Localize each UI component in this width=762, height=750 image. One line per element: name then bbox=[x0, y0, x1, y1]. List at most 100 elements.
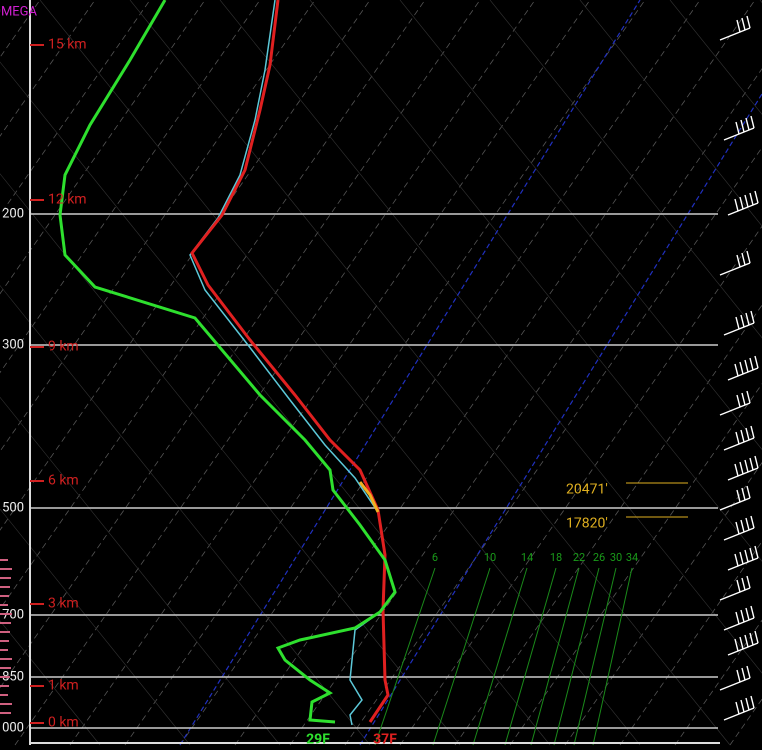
barb-flag bbox=[746, 15, 751, 29]
barb-flag bbox=[746, 665, 751, 679]
mixing-ratio-line bbox=[374, 567, 436, 746]
pressure-label: 300 bbox=[2, 337, 24, 352]
mixing-ratio-line bbox=[530, 567, 580, 746]
adiabat bbox=[129, 0, 731, 746]
barb-flag bbox=[750, 515, 755, 529]
barb-flag bbox=[746, 390, 751, 404]
barb-flag bbox=[745, 607, 750, 621]
wind-barb bbox=[719, 665, 751, 691]
barb-flag bbox=[750, 115, 755, 129]
isotherm bbox=[0, 0, 316, 452]
mixing-ratio-line bbox=[432, 567, 491, 746]
mixing-ratio-label: 18 bbox=[550, 551, 562, 564]
dewpoint-line bbox=[58, 0, 397, 724]
adiabat bbox=[309, 0, 762, 562]
wind-barb bbox=[719, 15, 751, 41]
barb-flag bbox=[746, 575, 751, 589]
barb-flag bbox=[736, 489, 741, 503]
barb-flag bbox=[744, 549, 749, 563]
height-label: 6 km bbox=[48, 473, 79, 489]
height-label: 3 km bbox=[48, 596, 79, 612]
wind-barb bbox=[723, 310, 755, 336]
wind-barb bbox=[719, 485, 751, 511]
wind-barb bbox=[723, 425, 755, 451]
level-label: 20471' bbox=[566, 482, 608, 498]
barb-flag bbox=[740, 119, 745, 133]
barb-flag bbox=[754, 190, 759, 204]
temperature-line bbox=[190, 0, 390, 723]
barb-flag bbox=[746, 250, 751, 264]
surface-temperature: 37F bbox=[373, 732, 397, 748]
mixing-ratio-label: 22 bbox=[573, 551, 585, 564]
wind-barb bbox=[719, 250, 751, 276]
isotherm bbox=[619, 540, 762, 746]
barb-flag bbox=[736, 394, 741, 408]
isotherm bbox=[454, 304, 762, 746]
mixing-ratio-line bbox=[592, 567, 633, 746]
height-label: 9 km bbox=[48, 339, 79, 355]
freezing-isotherm bbox=[359, 92, 762, 746]
barb-flag bbox=[735, 611, 740, 625]
omega-label: OMEGA bbox=[0, 4, 38, 19]
isotherm bbox=[344, 146, 762, 746]
pressure-label: 500 bbox=[2, 500, 24, 515]
mixing-ratio-line bbox=[504, 567, 557, 746]
height-label: 12 km bbox=[48, 192, 87, 208]
adiabat bbox=[0, 396, 281, 746]
mixing-ratio-label: 14 bbox=[521, 551, 533, 564]
barb-flag bbox=[754, 455, 759, 469]
adiabat bbox=[399, 0, 762, 450]
barb-flag bbox=[736, 254, 741, 268]
barb-flag bbox=[739, 196, 744, 210]
barb-flag bbox=[740, 699, 745, 713]
isotherm bbox=[564, 462, 762, 746]
barb-flag bbox=[744, 459, 749, 473]
barb-flag bbox=[741, 667, 746, 681]
barb-flag bbox=[750, 695, 755, 709]
barb-flag bbox=[744, 359, 749, 373]
pressure-label: 1000 bbox=[0, 720, 24, 735]
height-label: 1 km bbox=[48, 678, 79, 694]
barb-flag bbox=[750, 310, 755, 324]
wind-barb bbox=[719, 575, 751, 601]
barb-flag bbox=[749, 192, 754, 206]
wind-barb bbox=[719, 390, 751, 416]
barb-flag bbox=[749, 547, 754, 561]
wind-barb bbox=[723, 605, 755, 631]
barb-flag bbox=[744, 194, 749, 208]
isotherm bbox=[509, 383, 762, 746]
wind-barb bbox=[727, 355, 759, 381]
barb-flag bbox=[745, 117, 750, 131]
barb-flag bbox=[735, 431, 740, 445]
barb-flag bbox=[740, 429, 745, 443]
mixing-ratio-line bbox=[472, 567, 528, 746]
barb-flag bbox=[741, 252, 746, 266]
wind-barb bbox=[723, 695, 755, 721]
barb-flag bbox=[749, 357, 754, 371]
barb-flag bbox=[736, 19, 741, 33]
isotherm bbox=[0, 0, 426, 610]
adiabat bbox=[489, 0, 762, 339]
barb-flag bbox=[749, 457, 754, 471]
barb-flag bbox=[736, 579, 741, 593]
barb-flag bbox=[754, 545, 759, 559]
barb-flag bbox=[749, 632, 754, 646]
adiabat bbox=[219, 0, 762, 674]
isotherm bbox=[289, 68, 762, 746]
barb-flag bbox=[740, 314, 745, 328]
barb-flag bbox=[739, 361, 744, 375]
barb-flag bbox=[734, 553, 739, 567]
barb-flag bbox=[754, 630, 759, 644]
barb-flag bbox=[739, 551, 744, 565]
adiabat bbox=[0, 61, 551, 746]
barb-flag bbox=[735, 521, 740, 535]
adiabat bbox=[0, 508, 191, 746]
pressure-label: 200 bbox=[2, 206, 24, 221]
barb-flag bbox=[746, 485, 751, 499]
barb-flag bbox=[754, 355, 759, 369]
barb-flag bbox=[735, 701, 740, 715]
barb-flag bbox=[741, 487, 746, 501]
